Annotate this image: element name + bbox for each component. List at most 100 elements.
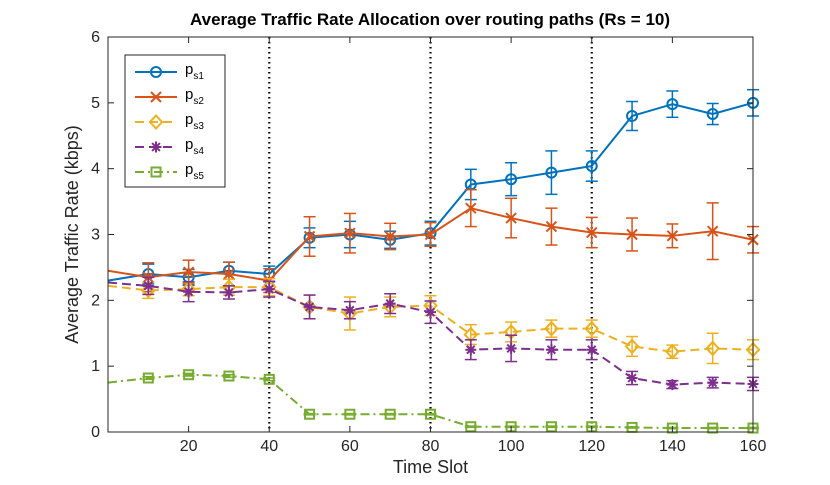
data-point-s1: [626, 110, 639, 122]
data-point-s2: [223, 268, 235, 280]
data-point-s2: [465, 202, 477, 214]
data-point-s4: [304, 301, 316, 313]
legend-label-main: p: [185, 111, 193, 128]
data-point-s4: [344, 304, 356, 316]
data-point-s4: [626, 372, 638, 384]
data-point-s4: [142, 280, 154, 292]
data-point-s3: [705, 340, 721, 357]
legend-label: ps4: [185, 136, 204, 157]
legend-label-subscript: s5: [193, 171, 204, 182]
legend-label-main: p: [185, 86, 193, 103]
x-tick-label: 40: [260, 438, 278, 455]
data-point-s3: [544, 320, 559, 337]
data-point-s2: [666, 230, 679, 242]
data-point-s2: [303, 230, 316, 243]
error-bar: [505, 161, 518, 197]
data-point-s1: [505, 173, 518, 186]
legend-marker: [150, 91, 162, 103]
error-bar: [545, 150, 558, 196]
data-point-s4: [465, 344, 477, 356]
legend-label-subscript: s1: [193, 71, 204, 82]
error-bar: [585, 150, 598, 182]
data-point-s4: [223, 286, 235, 298]
data-point-s5: [465, 421, 477, 433]
legend-label-subscript: s4: [193, 146, 204, 157]
data-point-s5: [263, 373, 275, 385]
data-point-s3: [624, 338, 640, 355]
legend-label: ps1: [185, 61, 204, 82]
legend-label-subscript: s2: [193, 96, 204, 107]
y-axis-label: Average Traffic Rate (kbps): [62, 125, 82, 343]
chart-title: Average Traffic Rate Allocation over rou…: [190, 10, 670, 29]
data-point-s3: [584, 320, 600, 337]
data-point-s3: [140, 282, 156, 299]
data-point-s1: [666, 98, 679, 111]
legend-marker: [150, 66, 162, 78]
legend-label-main: p: [185, 61, 193, 78]
data-point-s5: [384, 408, 396, 420]
y-tick-label: 0: [91, 424, 100, 441]
data-point-s1: [545, 166, 558, 179]
data-point-s3: [342, 305, 358, 322]
error-bar: [706, 102, 719, 126]
error-bar: [626, 100, 639, 132]
legend-label: ps3: [185, 111, 204, 132]
legend-marker: [148, 114, 164, 130]
data-point-s5: [425, 408, 436, 420]
data-point-s2: [344, 227, 356, 239]
data-point-s2: [586, 226, 598, 239]
data-point-s2: [545, 220, 558, 233]
error-bar: [666, 90, 679, 119]
legend-label-main: p: [185, 136, 193, 153]
legend-item-s2: ps2: [135, 86, 204, 107]
x-tick-label: 20: [180, 438, 198, 455]
data-point-s2: [706, 225, 719, 237]
legend-item-s1: ps1: [135, 61, 204, 82]
legend-item-s4: ps4: [135, 136, 204, 157]
data-point-s5: [707, 422, 719, 434]
x-tick-label: 80: [422, 438, 440, 455]
data-point-s5: [304, 408, 316, 420]
legend-item-s5: ps5: [135, 161, 204, 182]
data-point-s2: [182, 266, 195, 278]
data-point-s5: [223, 370, 235, 382]
x-axis: 20 40 60 80 100 120 140 160: [180, 37, 767, 455]
data-point-s5: [142, 372, 154, 384]
x-tick-label: 60: [341, 438, 359, 455]
legend-label-subscript: s3: [193, 121, 204, 132]
data-point-s5: [666, 422, 678, 434]
series-s2: [107, 188, 759, 294]
y-tick-label: 1: [91, 358, 100, 375]
y-tick-label: 6: [91, 29, 100, 46]
legend-marker: [150, 141, 162, 153]
data-point-s1: [585, 160, 598, 173]
x-tick-label: 100: [498, 438, 525, 455]
data-point-s4: [505, 342, 517, 354]
separator-lines: [268, 37, 593, 432]
data-point-s5: [545, 421, 557, 433]
series-layer: [107, 88, 761, 434]
y-tick-label: 4: [91, 161, 100, 178]
data-point-s2: [384, 230, 396, 243]
series-s5: [107, 369, 759, 434]
data-point-s4: [666, 379, 678, 391]
legend-marker: [150, 166, 162, 178]
series-s4: [107, 276, 759, 392]
error-bar: [706, 332, 719, 365]
data-point-s5: [344, 408, 356, 420]
x-tick-label: 120: [578, 438, 605, 455]
legend-label: ps2: [185, 86, 204, 107]
data-point-s4: [707, 377, 719, 389]
legend-label-main: p: [185, 161, 193, 178]
data-point-s1: [706, 108, 719, 121]
x-tick-label: 140: [659, 438, 686, 455]
data-point-s4: [183, 286, 195, 298]
data-point-s4: [586, 344, 598, 356]
legend-item-s3: ps3: [135, 111, 204, 132]
data-point-s5: [183, 369, 195, 381]
data-point-s4: [545, 344, 557, 356]
x-tick-label: 160: [740, 438, 767, 455]
data-point-s4: [384, 298, 396, 310]
